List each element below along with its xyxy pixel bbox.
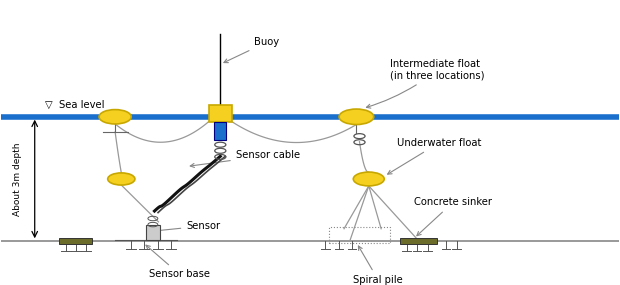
Bar <box>60 239 92 245</box>
Text: Intermediate float
(in three locations): Intermediate float (in three locations) <box>366 59 485 108</box>
Circle shape <box>108 173 135 185</box>
Circle shape <box>339 109 374 125</box>
Text: About 3m depth: About 3m depth <box>13 142 22 216</box>
Text: Underwater float: Underwater float <box>388 138 481 174</box>
Bar <box>400 239 437 245</box>
Bar <box>214 122 226 140</box>
Circle shape <box>353 172 384 186</box>
Text: Sensor: Sensor <box>153 221 220 233</box>
Bar <box>146 225 160 240</box>
Bar <box>208 105 232 122</box>
Circle shape <box>99 110 131 124</box>
Text: Sensor cable: Sensor cable <box>190 150 300 168</box>
Text: Spiral pile: Spiral pile <box>353 246 403 285</box>
Text: Buoy: Buoy <box>224 37 280 63</box>
Bar <box>329 227 391 243</box>
Text: Sensor base: Sensor base <box>146 245 210 279</box>
Text: ▽  Sea level: ▽ Sea level <box>45 100 105 110</box>
Text: Concrete sinker: Concrete sinker <box>414 198 492 236</box>
